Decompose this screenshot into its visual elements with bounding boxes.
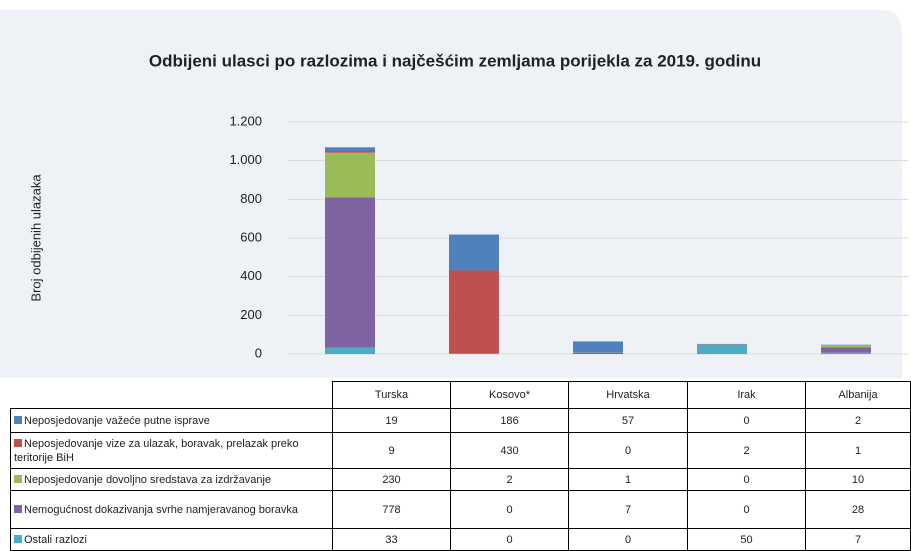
data-table: Turska Kosovo* Hrvatska Irak Albanija Neposje… [10,381,911,551]
value-cell: 0 [568,528,688,551]
bar-segment [573,352,623,354]
y-tick-label: 1.000 [229,152,262,167]
value-cell: 430 [450,432,569,469]
value-cell: 186 [450,408,569,433]
bar-segment [821,345,871,348]
value-cell: 57 [568,408,688,433]
y-tick-label: 600 [240,229,262,244]
legend-label: Neposjedovanje važeće putne isprave [24,414,210,427]
value-cell: 0 [450,528,569,551]
legend-label: Neposjedovanje vize za ulazak, boravak, … [14,437,299,464]
bar-segment [325,151,375,153]
category-label: Albanija [805,381,911,409]
category-label: Irak [687,381,806,409]
chart-title: Odbijeni ulasci po razlozima i najčešćim… [149,51,761,70]
bar-segment [325,197,375,348]
value-cell: 0 [568,432,688,469]
bar-segment [573,341,623,353]
value-cell: 0 [687,408,806,433]
legend-swatch [14,415,22,424]
value-cell: 33 [332,528,451,551]
legend-swatch [14,534,22,543]
value-cell: 28 [805,490,911,529]
value-cell: 10 [805,468,911,491]
value-cell: 7 [568,490,688,529]
category-label: Kosovo* [450,381,569,409]
bar-segment [821,347,871,353]
chart: Odbijeni ulasci po razlozima i najčešćim… [0,10,908,378]
bar-segment [449,270,499,354]
y-tick-label: 800 [240,191,262,206]
y-tick-label: 400 [240,268,262,283]
y-tick-label: 200 [240,307,262,322]
panel [0,10,902,378]
bar-segment [325,347,375,354]
value-cell: 9 [332,432,451,469]
legend-label: Neposjedovanje dovoljno sredstava za izd… [24,473,272,486]
legend-swatch [14,474,22,483]
y-tick-label: 1.200 [229,113,262,128]
bar-segment [697,344,747,354]
value-cell: 7 [805,528,911,551]
value-cell: 2 [687,432,806,469]
legend-label: Ostali razlozi [24,533,87,546]
value-cell: 1 [568,468,688,491]
legend-swatch [14,504,22,513]
category-label: Hrvatska [568,381,688,409]
bar-segment [325,147,375,151]
value-cell: 2 [805,408,911,433]
legend-swatch [14,438,22,447]
category-label: Turska [332,381,451,409]
y-tick-label: 0 [255,345,262,360]
bar-segment [325,152,375,198]
value-cell: 778 [332,490,451,529]
value-cell: 1 [805,432,911,469]
value-cell: 0 [687,468,806,491]
y-axis-title: Broj odbijenih ulazaka [28,174,43,302]
value-cell: 2 [450,468,569,491]
bar-segment [449,234,499,271]
value-cell: 0 [687,490,806,529]
bar-segment [821,352,871,354]
value-cell: 50 [687,528,806,551]
value-cell: 19 [332,408,451,433]
value-cell: 230 [332,468,451,491]
legend-label: Nemogućnost dokazivanja svrhe namjeravan… [24,503,298,516]
value-cell: 0 [450,490,569,529]
